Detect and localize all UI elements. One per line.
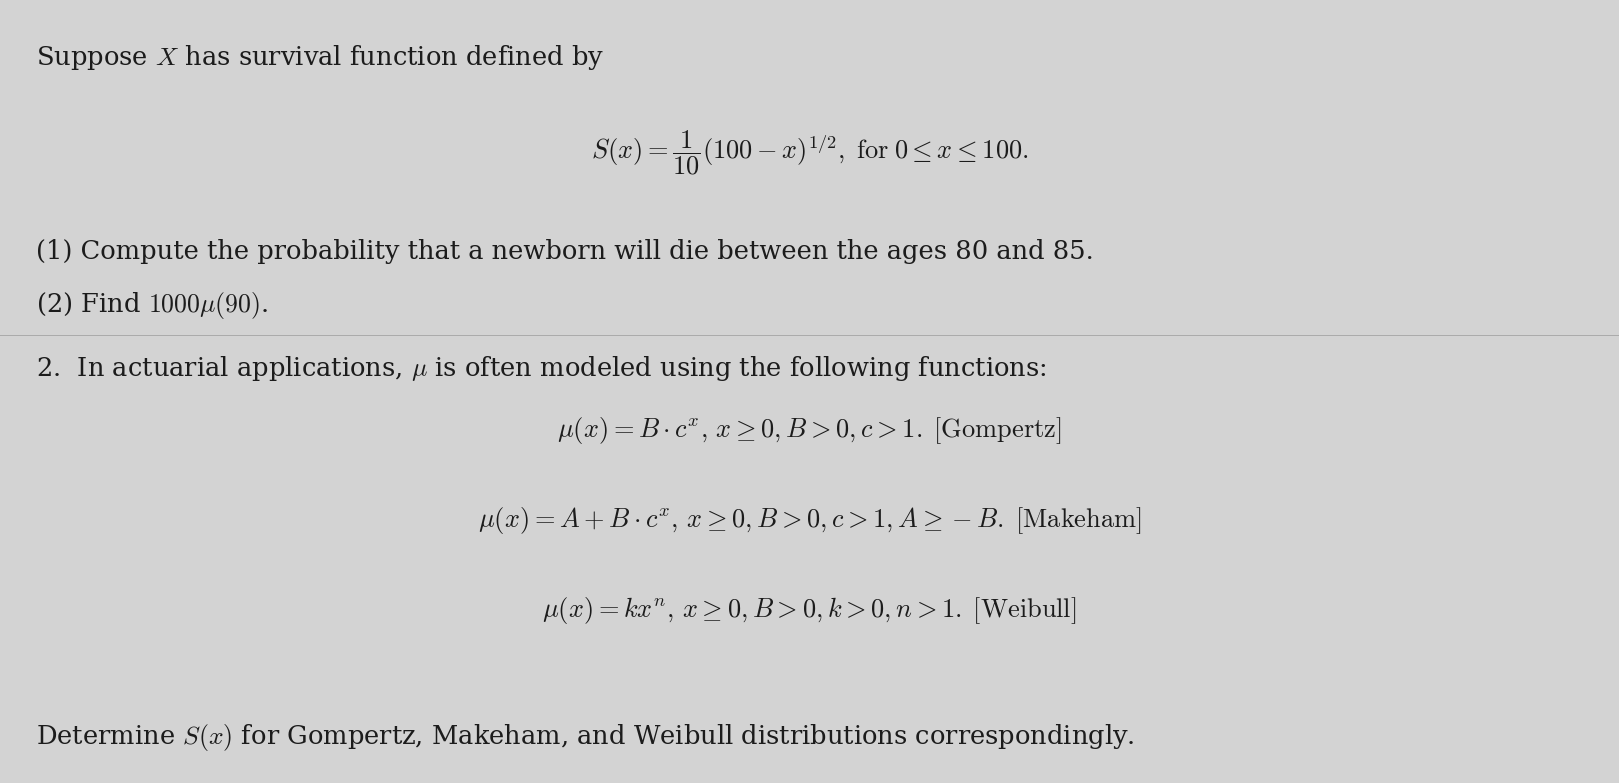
- Text: Determine $S(x)$ for Gompertz, Makeham, and Weibull distributions correspondingl: Determine $S(x)$ for Gompertz, Makeham, …: [36, 722, 1135, 753]
- Text: 2.  In actuarial applications, $\mu$ is often modeled using the following functi: 2. In actuarial applications, $\mu$ is o…: [36, 354, 1046, 383]
- Text: (2) Find $1000\mu(90)$.: (2) Find $1000\mu(90)$.: [36, 290, 267, 321]
- Text: $\mu(x) = A + B \cdot c^{x},\, x \geq 0, B > 0, c > 1, A \geq -B.\; \mathrm{[Mak: $\mu(x) = A + B \cdot c^{x},\, x \geq 0,…: [478, 505, 1141, 536]
- Text: $\mu(x) = B \cdot c^{x},\, x \geq 0, B > 0, c > 1.\; \mathrm{[Gompertz]}$: $\mu(x) = B \cdot c^{x},\, x \geq 0, B >…: [557, 415, 1062, 446]
- Text: (1) Compute the probability that a newborn will die between the ages 80 and 85.: (1) Compute the probability that a newbo…: [36, 239, 1093, 264]
- Text: Suppose $X$ has survival function defined by: Suppose $X$ has survival function define…: [36, 43, 604, 72]
- Text: $\mu(x) = kx^{n},\, x \geq 0, B > 0, k > 0, n > 1.\; \mathrm{[Weibull]}$: $\mu(x) = kx^{n},\, x \geq 0, B > 0, k >…: [542, 595, 1077, 626]
- Text: $S(x) = \dfrac{1}{10}(100-x)^{1/2},\;\mathrm{for}\; 0 \leq x \leq 100.$: $S(x) = \dfrac{1}{10}(100-x)^{1/2},\;\ma…: [591, 128, 1028, 177]
